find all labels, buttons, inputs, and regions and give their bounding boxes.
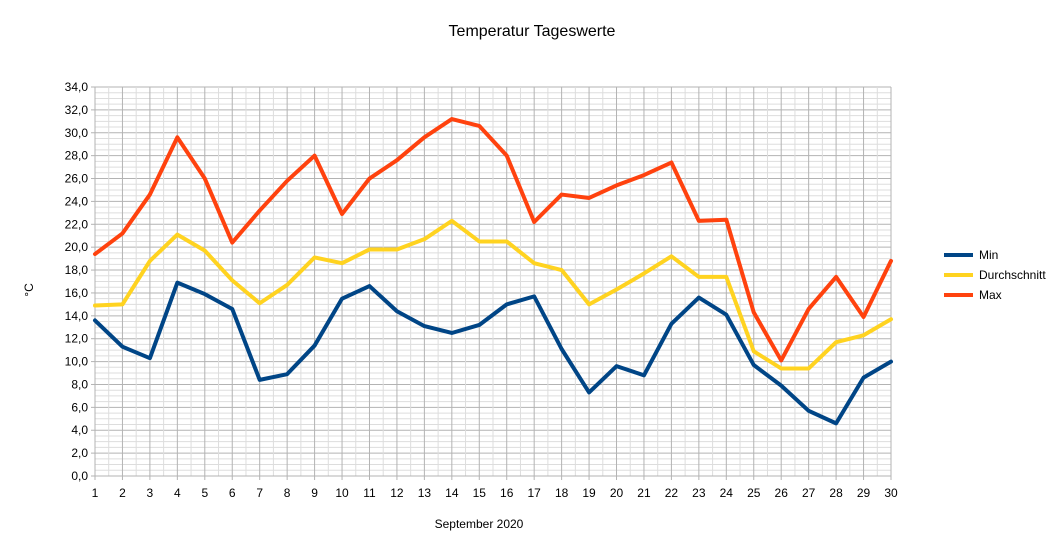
x-tick-label: 26 xyxy=(775,486,789,500)
y-tick-label: 28,0 xyxy=(65,149,89,163)
y-tick-label: 12,0 xyxy=(65,332,89,346)
x-tick-label: 22 xyxy=(665,486,679,500)
x-tick-label: 9 xyxy=(311,486,318,500)
series-lines xyxy=(93,117,893,426)
x-tick-label: 10 xyxy=(335,486,349,500)
y-tick-label: 14,0 xyxy=(65,309,89,323)
x-tick-labels: 1 2 3 4 5 6 7 8 9 10 11 12 13 14 15 16 17 18 19 20 21 22 23 24 2… xyxy=(92,476,898,500)
y-tick-label: 20,0 xyxy=(65,240,89,254)
y-tick-label: 30,0 xyxy=(65,126,89,140)
grid xyxy=(94,86,892,477)
x-tick-label: 5 xyxy=(201,486,208,500)
x-tick-label: 12 xyxy=(390,486,404,500)
x-tick-label: 6 xyxy=(229,486,236,500)
y-tick-label: 2,0 xyxy=(71,446,88,460)
x-tick-label: 3 xyxy=(147,486,154,500)
x-tick-label: 20 xyxy=(610,486,624,500)
x-tick-label: 15 xyxy=(473,486,487,500)
y-tick-label: 4,0 xyxy=(71,423,88,437)
x-tick-label: 1 xyxy=(92,486,99,500)
y-tick-label: 22,0 xyxy=(65,217,89,231)
x-tick-label: 13 xyxy=(418,486,432,500)
x-tick-label: 24 xyxy=(720,486,734,500)
y-tick-label: 16,0 xyxy=(65,286,89,300)
y-tick-label: 8,0 xyxy=(71,377,88,391)
x-tick-label: 25 xyxy=(747,486,761,500)
x-tick-label: 29 xyxy=(857,486,871,500)
x-tick-label: 16 xyxy=(500,486,514,500)
legend: Min Durchschnitt Max xyxy=(944,248,1046,302)
y-axis-label: °C xyxy=(22,283,36,297)
y-tick-label: 34,0 xyxy=(65,80,89,94)
x-tick-label: 23 xyxy=(692,486,706,500)
y-tick-label: 0,0 xyxy=(71,469,88,483)
y-tick-label: 32,0 xyxy=(65,103,89,117)
x-tick-label: 17 xyxy=(527,486,541,500)
y-tick-labels: 0,0 2,0 4,0 6,0 8,0 10,0 12,0 14,0 16,0 18,0 20,0 2… xyxy=(65,80,95,483)
x-axis-label: September 2020 xyxy=(435,517,524,531)
x-tick-label: 21 xyxy=(637,486,651,500)
series-line-max xyxy=(93,117,893,363)
y-tick-label: 24,0 xyxy=(65,194,89,208)
x-tick-label: 28 xyxy=(829,486,843,500)
x-tick-label: 27 xyxy=(802,486,816,500)
x-tick-label: 18 xyxy=(555,486,569,500)
x-tick-label: 8 xyxy=(284,486,291,500)
axes xyxy=(94,87,891,477)
legend-label-max: Max xyxy=(979,288,1002,302)
x-tick-label: 14 xyxy=(445,486,459,500)
x-tick-label: 2 xyxy=(119,486,126,500)
chart-title: Temperatur Tageswerte xyxy=(449,23,616,40)
y-tick-label: 10,0 xyxy=(65,355,89,369)
y-tick-label: 6,0 xyxy=(71,400,88,414)
y-tick-label: 18,0 xyxy=(65,263,89,277)
legend-label-min: Min xyxy=(979,248,998,262)
y-tick-label: 26,0 xyxy=(65,172,89,186)
x-tick-label: 11 xyxy=(363,486,376,500)
x-tick-label: 4 xyxy=(174,486,181,500)
x-tick-label: 19 xyxy=(582,486,596,500)
x-tick-label: 7 xyxy=(256,486,263,500)
series-line-min xyxy=(93,280,893,426)
series-line-durchschnitt xyxy=(93,218,893,371)
x-tick-label: 30 xyxy=(884,486,898,500)
legend-label-durchschnitt: Durchschnitt xyxy=(979,268,1046,282)
